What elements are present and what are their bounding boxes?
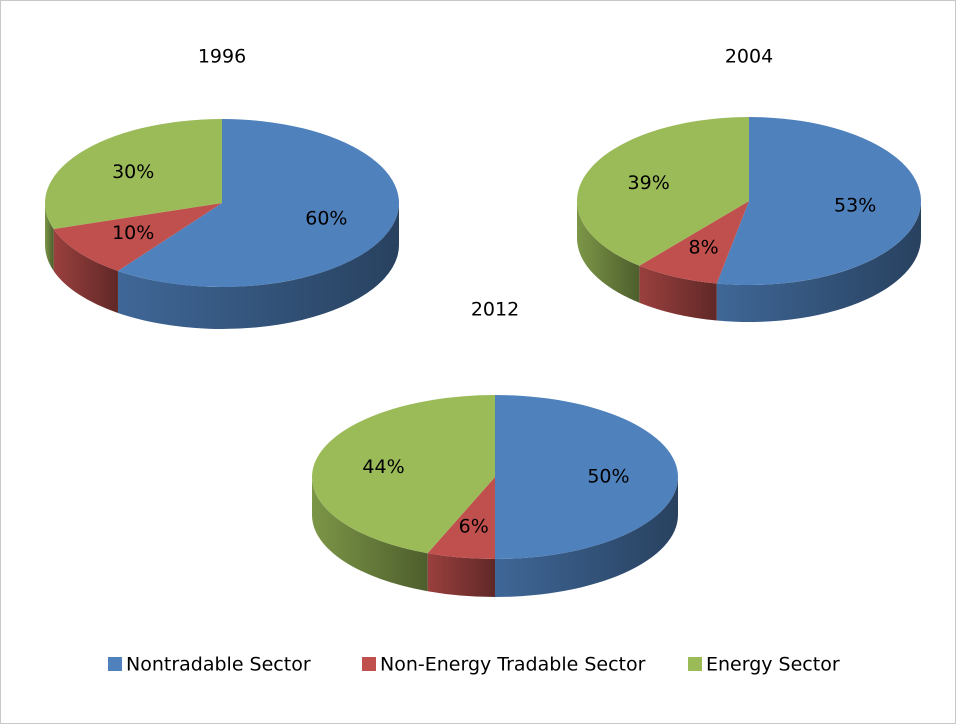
pie-slice xyxy=(53,203,223,271)
pie-slice-side xyxy=(639,265,717,321)
legend-swatch xyxy=(362,657,376,671)
data-label: 6% xyxy=(459,515,489,537)
pie-slice xyxy=(716,117,922,285)
legend-label: Non-Energy Tradable Sector xyxy=(380,654,646,676)
data-label: 39% xyxy=(628,172,670,194)
pie-slice-side xyxy=(495,477,678,597)
data-label: 44% xyxy=(362,456,404,478)
data-label: 10% xyxy=(112,222,154,244)
data-label: 50% xyxy=(587,466,629,488)
chart-title: 2012 xyxy=(471,299,519,321)
chart-title: 2004 xyxy=(725,46,773,68)
pie-slice-side xyxy=(716,201,921,322)
legend-label: Energy Sector xyxy=(706,654,840,676)
data-label: 53% xyxy=(834,194,876,216)
pie-slice-side xyxy=(427,553,495,597)
data-label: 60% xyxy=(305,208,347,230)
pie-slice-side xyxy=(45,203,54,271)
pie-slice-side xyxy=(312,477,428,592)
pie-slice xyxy=(495,395,678,559)
data-label: 30% xyxy=(112,161,154,183)
pie-slice xyxy=(639,201,749,284)
pie-slice-side xyxy=(53,228,118,313)
pie-slice xyxy=(44,119,222,229)
legend-swatch xyxy=(688,657,702,671)
legend-label: Nontradable Sector xyxy=(126,654,311,676)
pie-slice-side xyxy=(577,201,640,303)
chart-title: 1996 xyxy=(198,46,246,68)
pie-slice xyxy=(311,395,495,554)
pie-slice xyxy=(427,477,495,559)
pie-slice xyxy=(577,117,749,266)
pie-slice-side xyxy=(117,203,400,329)
data-label: 8% xyxy=(689,237,719,259)
legend-swatch xyxy=(108,657,122,671)
pie-slice xyxy=(117,119,400,287)
